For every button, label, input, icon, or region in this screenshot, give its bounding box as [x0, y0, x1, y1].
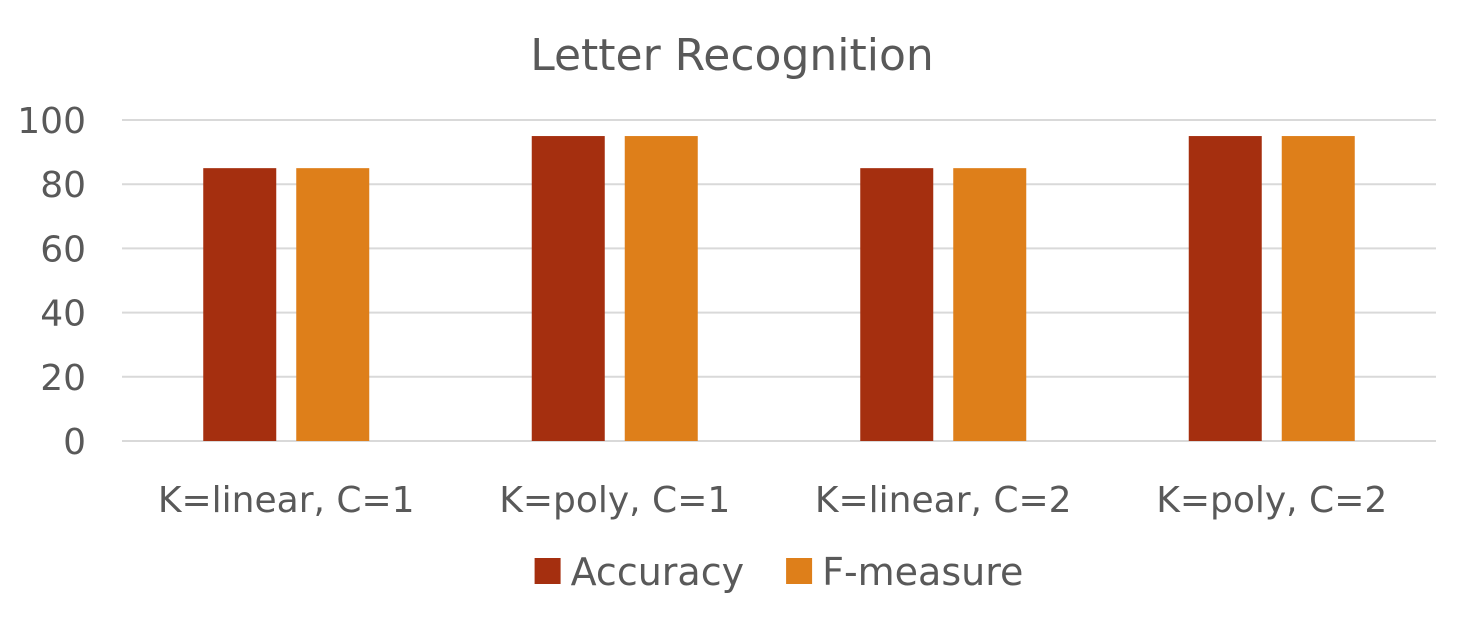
- x-category-label: K=poly, C=1: [499, 480, 730, 521]
- legend-item: F-measure: [786, 550, 1023, 594]
- y-tick-label: 80: [40, 165, 86, 206]
- legend-swatch: [534, 558, 561, 584]
- y-axis-ticks: 0 20 40 60 80 100: [17, 101, 86, 463]
- bar-f-measure: [953, 168, 1027, 441]
- bar-accuracy: [203, 168, 277, 441]
- x-category-label: K=linear, C=1: [158, 480, 415, 521]
- bar-accuracy: [860, 168, 934, 441]
- x-category-label: K=linear, C=2: [815, 480, 1072, 521]
- legend-label: Accuracy: [571, 550, 745, 594]
- y-tick-label: 60: [40, 229, 86, 270]
- y-tick-label: 100: [17, 101, 86, 142]
- y-tick-label: 40: [40, 294, 86, 335]
- bar-accuracy: [531, 136, 605, 442]
- legend-item: Accuracy: [534, 550, 745, 594]
- bars: [203, 136, 1355, 442]
- legend-swatch: [786, 558, 813, 584]
- x-axis-categories: K=linear, C=1 K=poly, C=1 K=linear, C=2 K=p…: [158, 480, 1387, 521]
- bar-f-measure: [1281, 136, 1355, 442]
- y-tick-label: 0: [63, 422, 86, 463]
- chart-title: Letter Recognition: [530, 30, 934, 81]
- legend-label: F-measure: [822, 550, 1023, 594]
- bar-f-measure: [296, 168, 370, 441]
- x-category-label: K=poly, C=2: [1156, 480, 1387, 521]
- legend: Accuracy F-measure: [534, 550, 1023, 594]
- y-tick-label: 20: [40, 358, 86, 399]
- bar-f-measure: [624, 136, 698, 442]
- bar-accuracy: [1188, 136, 1262, 442]
